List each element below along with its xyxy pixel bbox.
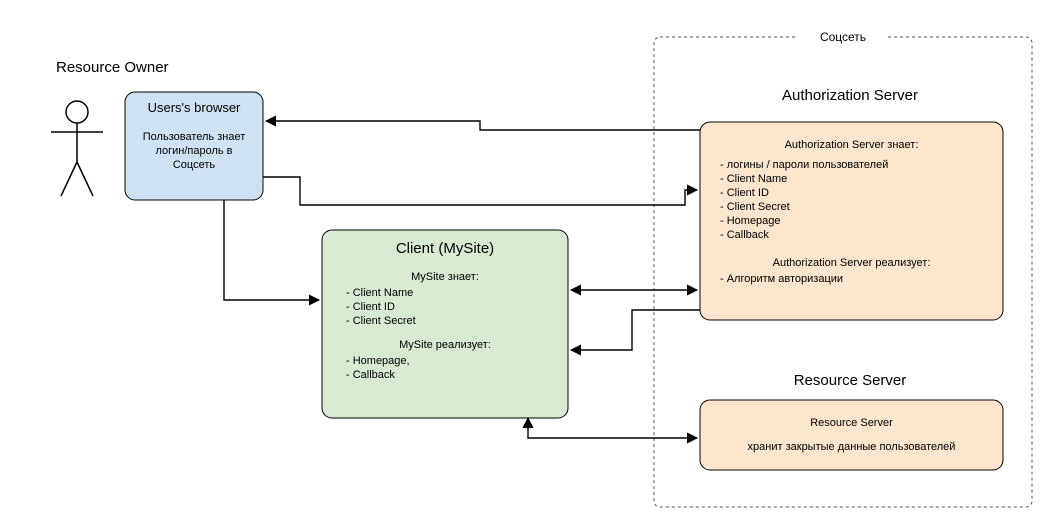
- resource-owner-icon: [51, 101, 103, 196]
- svg-text:MySite знает:: MySite знает:: [411, 271, 479, 283]
- svg-text:- Client Secret: - Client Secret: [346, 315, 416, 327]
- resource-server-box: [700, 400, 1003, 470]
- svg-text:- Client Name: - Client Name: [720, 173, 787, 185]
- svg-text:Пользователь знает: Пользователь знает: [143, 131, 245, 143]
- svg-text:Соцсеть: Соцсеть: [173, 159, 216, 171]
- svg-text:- Client ID: - Client ID: [720, 187, 769, 199]
- svg-text:Authorization Server: Authorization Server: [782, 87, 918, 104]
- svg-text:- Client ID: - Client ID: [346, 301, 395, 313]
- svg-text:логин/пароль в: логин/пароль в: [155, 145, 232, 157]
- svg-text:Users's browser: Users's browser: [148, 100, 241, 115]
- svg-text:Соцсеть: Соцсеть: [820, 30, 866, 44]
- svg-text:- Homepage: - Homepage: [720, 215, 781, 227]
- svg-text:Resource Server: Resource Server: [794, 372, 907, 389]
- arrow-auth-to-browser: [266, 121, 700, 130]
- svg-text:- Callback: - Callback: [346, 369, 395, 381]
- svg-text:- Client Name: - Client Name: [346, 287, 413, 299]
- svg-text:MySite реализует:: MySite реализует:: [399, 339, 491, 351]
- arrow-browser-to-client: [224, 200, 319, 300]
- svg-text:- Callback: - Callback: [720, 229, 769, 241]
- svg-text:- логины / пароли пользователе: - логины / пароли пользователей: [720, 159, 888, 171]
- svg-text:Client (MySite): Client (MySite): [396, 240, 494, 257]
- arrow-client-resource-bidir: [528, 418, 697, 438]
- svg-text:Authorization Server знает:: Authorization Server знает:: [785, 139, 919, 151]
- svg-text:Authorization Server реализует: Authorization Server реализует:: [773, 257, 931, 269]
- svg-text:- Homepage,: - Homepage,: [346, 355, 410, 367]
- svg-text:- Алгоритм авторизации: - Алгоритм авторизации: [720, 273, 843, 285]
- svg-text:хранит закрытые данные пользов: хранит закрытые данные пользователей: [748, 441, 956, 453]
- svg-text:Resource Owner: Resource Owner: [56, 59, 169, 76]
- arrow-auth-to-client-2: [571, 310, 700, 350]
- svg-text:Resource Server: Resource Server: [810, 417, 893, 429]
- arrow-browser-to-auth: [263, 177, 697, 205]
- svg-text:- Client Secret: - Client Secret: [720, 201, 790, 213]
